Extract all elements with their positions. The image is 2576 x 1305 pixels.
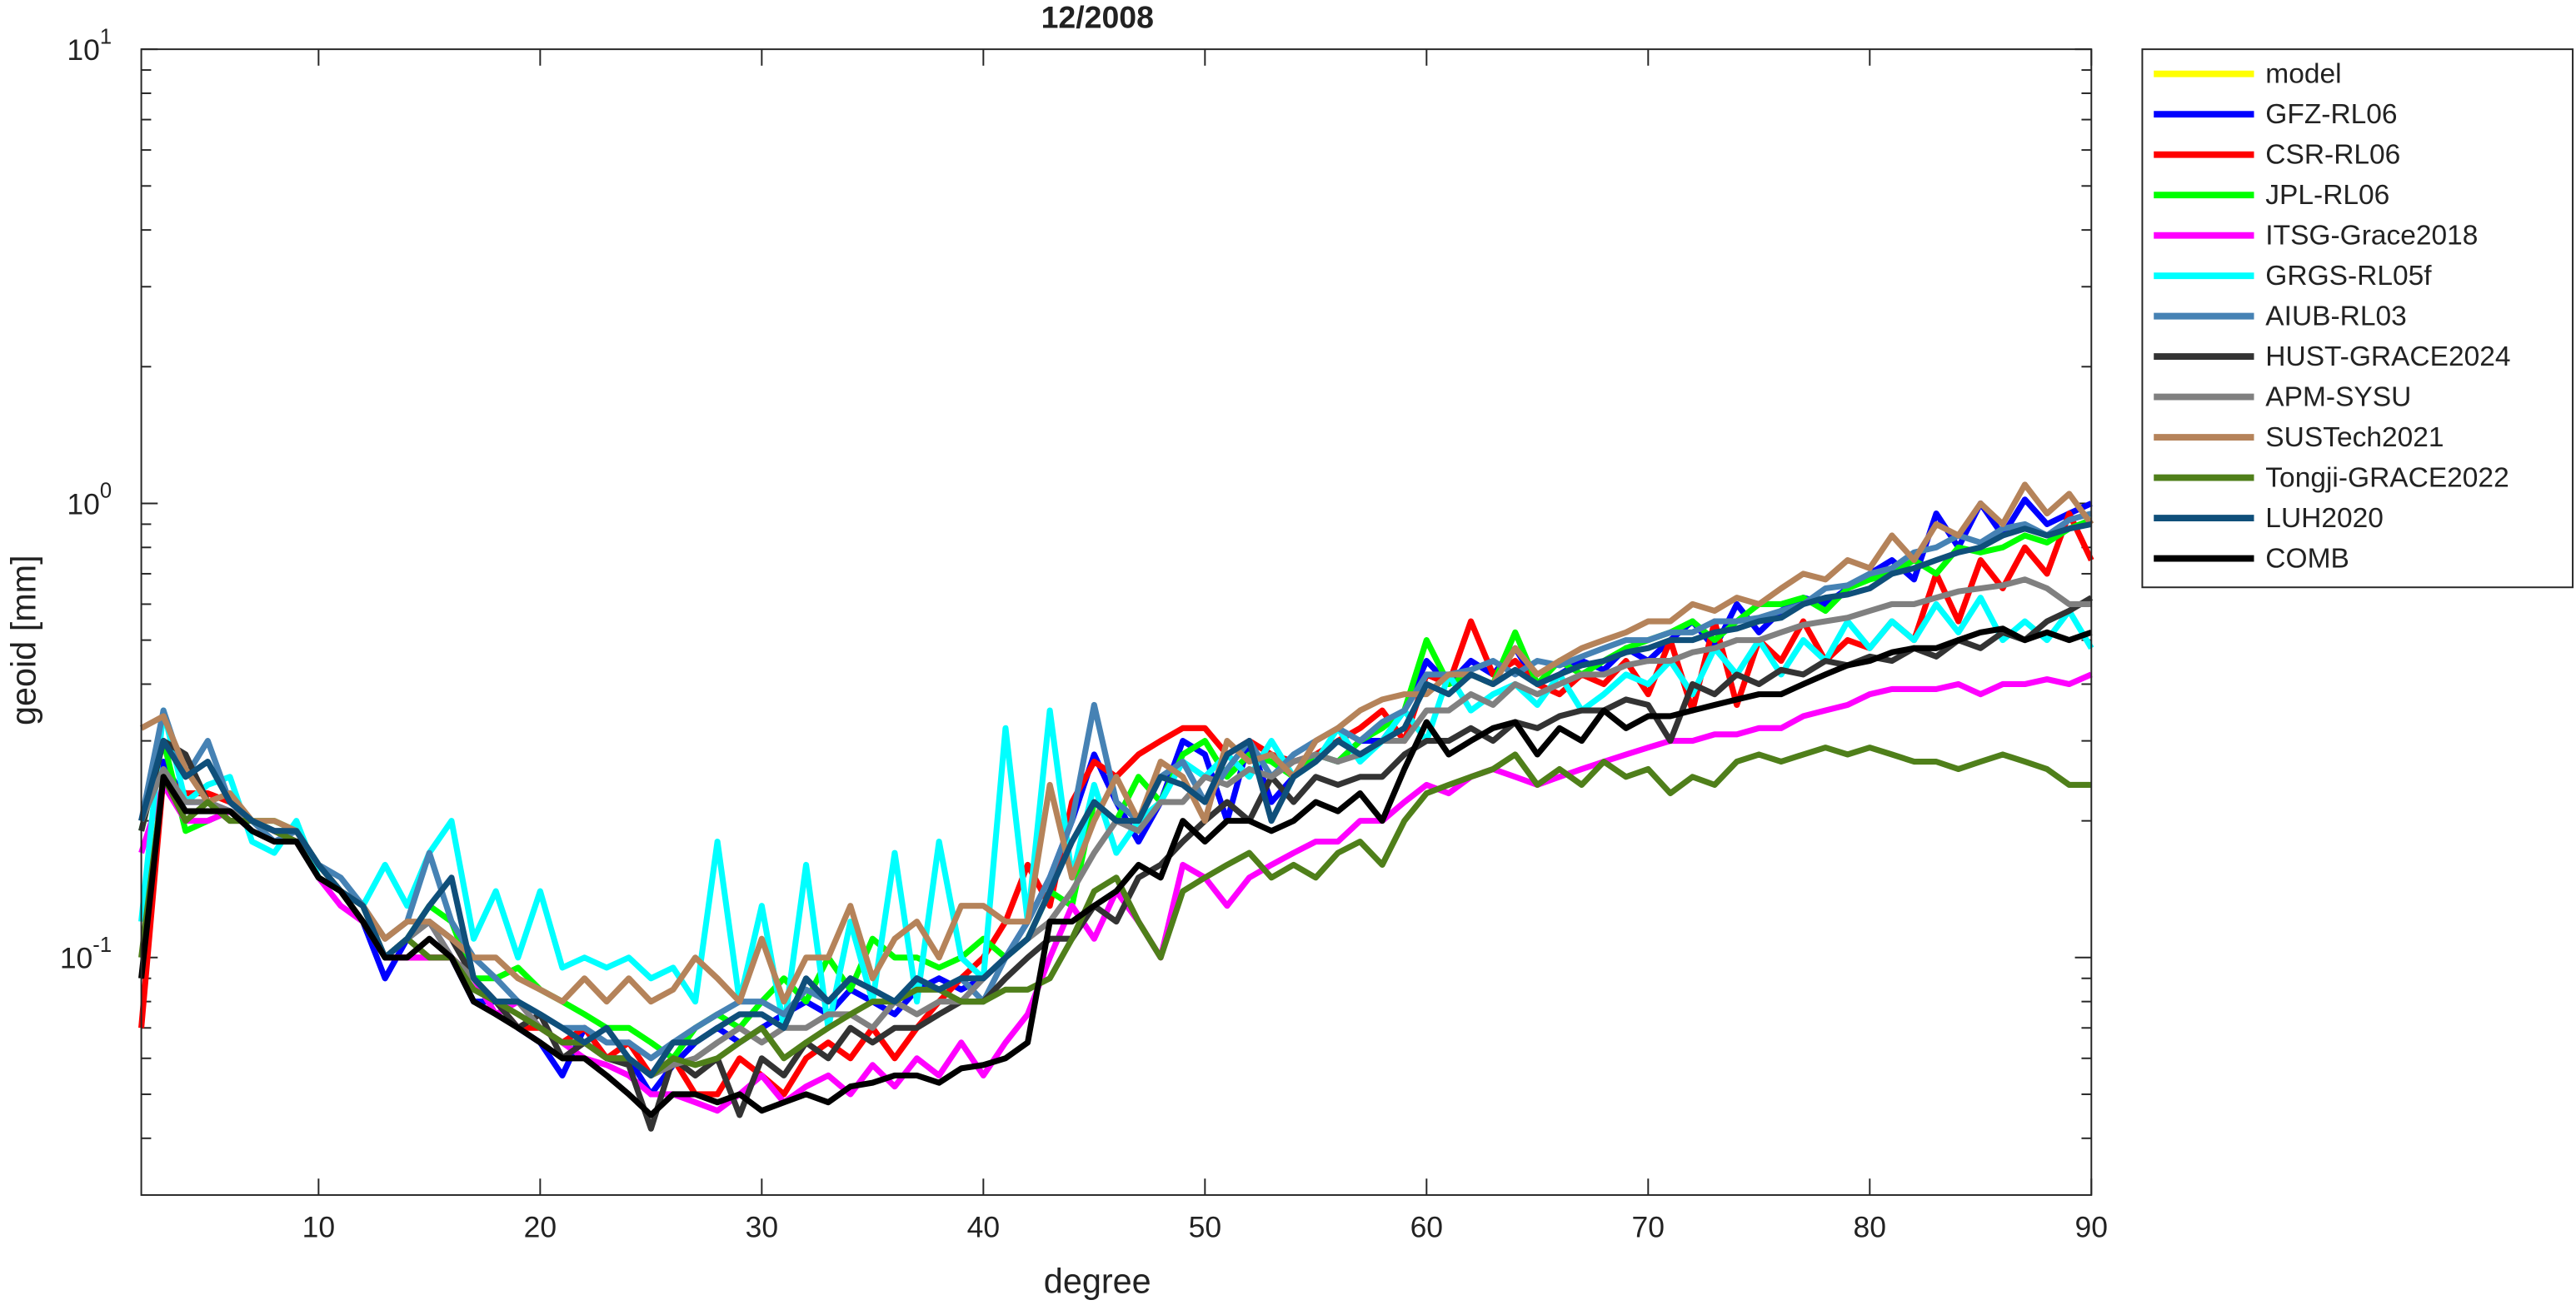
legend-label: HUST-GRACE2024 [2265,341,2510,372]
x-tick-label: 80 [1854,1211,1886,1244]
x-tick-label: 60 [1410,1211,1443,1244]
y-tick-base: 10 [60,942,92,975]
legend-label: model [2265,59,2341,90]
legend-label: GRGS-RL05f [2265,261,2432,291]
x-axis-label: degree [1044,1262,1151,1300]
y-tick-exponent: 0 [100,479,112,502]
legend-label: SUSTech2021 [2265,422,2444,453]
legend-label: ITSG-Grace2018 [2265,220,2478,251]
data-line [138,595,2094,1132]
legend-label: GFZ-RL06 [2265,99,2397,130]
y-tick-label: 101 [67,25,112,67]
plot-frame [140,48,2093,1196]
legend-label: CSR-RL06 [2265,140,2400,171]
data-line [138,595,2094,1031]
legend-label: Tongji-GRACE2022 [2265,462,2509,493]
legend-label: COMB [2265,543,2349,574]
y-tick-base: 10 [67,488,99,521]
x-tick-label: 20 [524,1211,557,1244]
x-tick-label: 50 [1189,1211,1221,1244]
y-tick-base: 10 [67,33,99,67]
chart-title: 12/2008 [1041,0,1154,35]
x-tick-label: 70 [1632,1211,1665,1244]
y-tick-label: 10-1 [60,934,112,975]
x-tick-label: 10 [302,1211,335,1244]
data-line [138,625,2093,1118]
y-tick-exponent: 1 [100,25,112,48]
data-line [138,745,2092,1078]
legend-label: AIUB-RL03 [2265,301,2406,331]
legend-label: APM-SYSU [2265,381,2411,412]
y-axis-label: geoid [mm] [4,555,42,725]
data-line [138,521,2092,1078]
y-tick-label: 100 [67,479,112,521]
x-tick-label: 40 [967,1211,1000,1244]
y-tick-exponent: -1 [92,934,112,957]
x-tick-label: 90 [2075,1211,2108,1244]
legend-label: JPL-RL06 [2265,180,2389,211]
x-tick-label: 30 [746,1211,778,1244]
legend-label: LUH2020 [2265,503,2384,534]
